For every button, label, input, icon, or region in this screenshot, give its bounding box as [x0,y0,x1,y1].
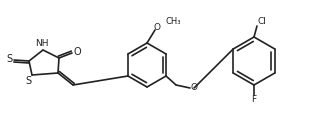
Text: CH₃: CH₃ [166,16,182,26]
Text: NH: NH [35,38,49,47]
Text: Cl: Cl [258,16,267,26]
Text: F: F [251,95,256,105]
Text: O: O [73,47,81,57]
Text: S: S [6,55,12,65]
Text: O: O [154,22,160,32]
Text: S: S [25,76,31,86]
Text: O: O [191,82,197,92]
